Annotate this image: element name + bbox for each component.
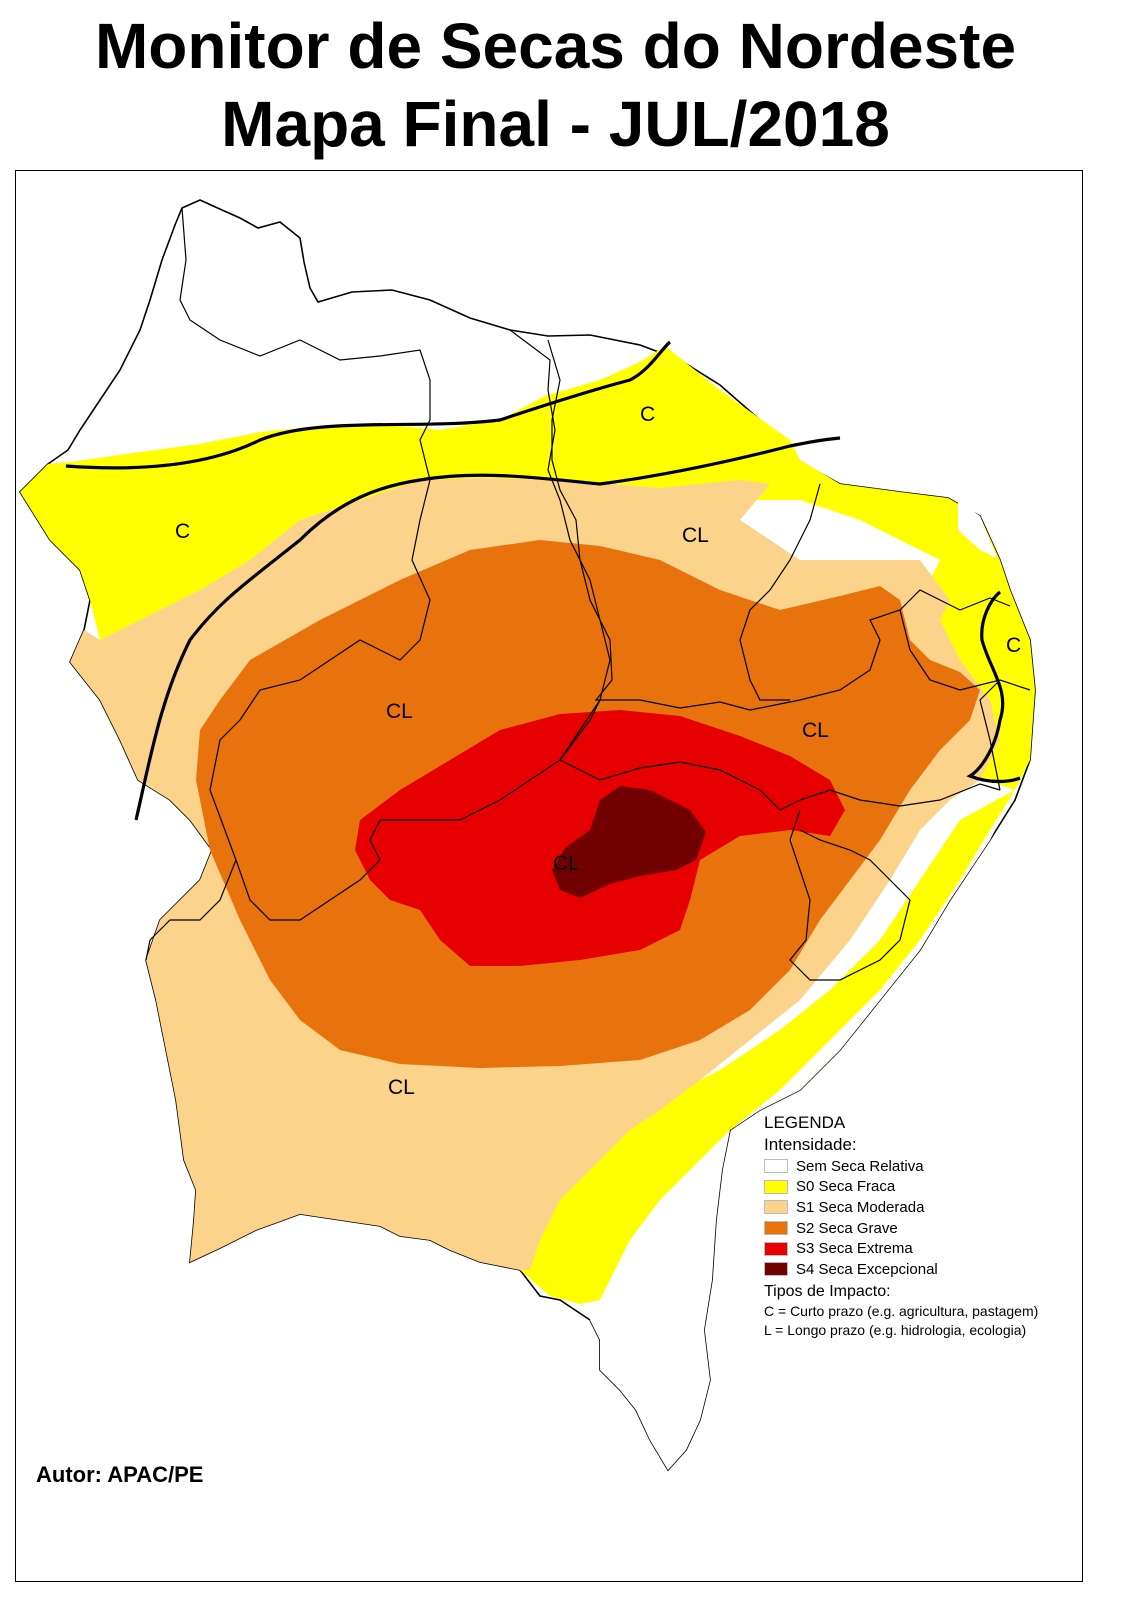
zone-s0-southeast: [520, 790, 1015, 1304]
legend-item-label: S0 Seca Fraca: [796, 1178, 896, 1196]
legend-item-s4: S4 Seca Excepcional: [764, 1259, 1038, 1280]
legend-title: LEGENDA: [764, 1113, 846, 1132]
legend-item-s0: S0 Seca Fraca: [764, 1177, 1038, 1198]
label-c-east: C: [1006, 634, 1021, 657]
legend-item-label: S3 Seca Extrema: [796, 1240, 913, 1258]
author-credit: Autor: APAC/PE: [36, 1462, 204, 1487]
legend: LEGENDA Intensidade: Sem Seca Relativa S…: [764, 1112, 1038, 1340]
label-c-west: C: [175, 520, 190, 543]
zone-s0-north: [20, 346, 1035, 790]
label-cl-east-center: CL: [802, 719, 829, 742]
swatch-s2: [764, 1221, 788, 1236]
label-cl-south: CL: [388, 1076, 415, 1099]
legend-intensity-label: Intensidade:: [764, 1135, 857, 1154]
swatch-s4: [764, 1262, 788, 1277]
label-c-north: C: [640, 403, 655, 426]
impact-boundaries: [65, 340, 1021, 821]
legend-item-s1: S1 Seca Moderada: [764, 1197, 1038, 1218]
legend-impact-label: Tipos de Impacto:: [764, 1282, 891, 1300]
swatch-s3: [764, 1241, 788, 1256]
state-borders: [145, 207, 1031, 981]
label-cl-northeast: CL: [682, 524, 709, 547]
zone-s4: [552, 786, 706, 898]
map-title-line1: Monitor de Secas do Nordeste: [94, 10, 1017, 82]
legend-item-s2: S2 Seca Grave: [764, 1218, 1038, 1239]
legend-item-none: Sem Seca Relativa: [764, 1156, 1038, 1177]
legend-impact-short: C = Curto prazo (e.g. agricultura, pasta…: [764, 1302, 1039, 1319]
legend-item-s3: S3 Seca Extrema: [764, 1238, 1038, 1259]
swatch-s1: [764, 1200, 788, 1215]
label-cl-core: CL: [553, 852, 580, 875]
swatch-none: [764, 1159, 788, 1174]
legend-item-label: S1 Seca Moderada: [796, 1198, 925, 1216]
legend-item-label: S4 Seca Excepcional: [796, 1260, 938, 1278]
legend-item-label: S2 Seca Grave: [796, 1219, 898, 1237]
map-title-line2: Mapa Final - JUL/2018: [221, 88, 890, 160]
zone-none-east: [590, 790, 1015, 1470]
label-cl-west-center: CL: [386, 700, 413, 723]
zone-none-northeast: [958, 500, 1000, 560]
swatch-s0: [764, 1179, 788, 1194]
legend-item-label: Sem Seca Relativa: [796, 1157, 924, 1175]
legend-impact-long: L = Longo prazo (e.g. hidrologia, ecolog…: [764, 1321, 1027, 1338]
